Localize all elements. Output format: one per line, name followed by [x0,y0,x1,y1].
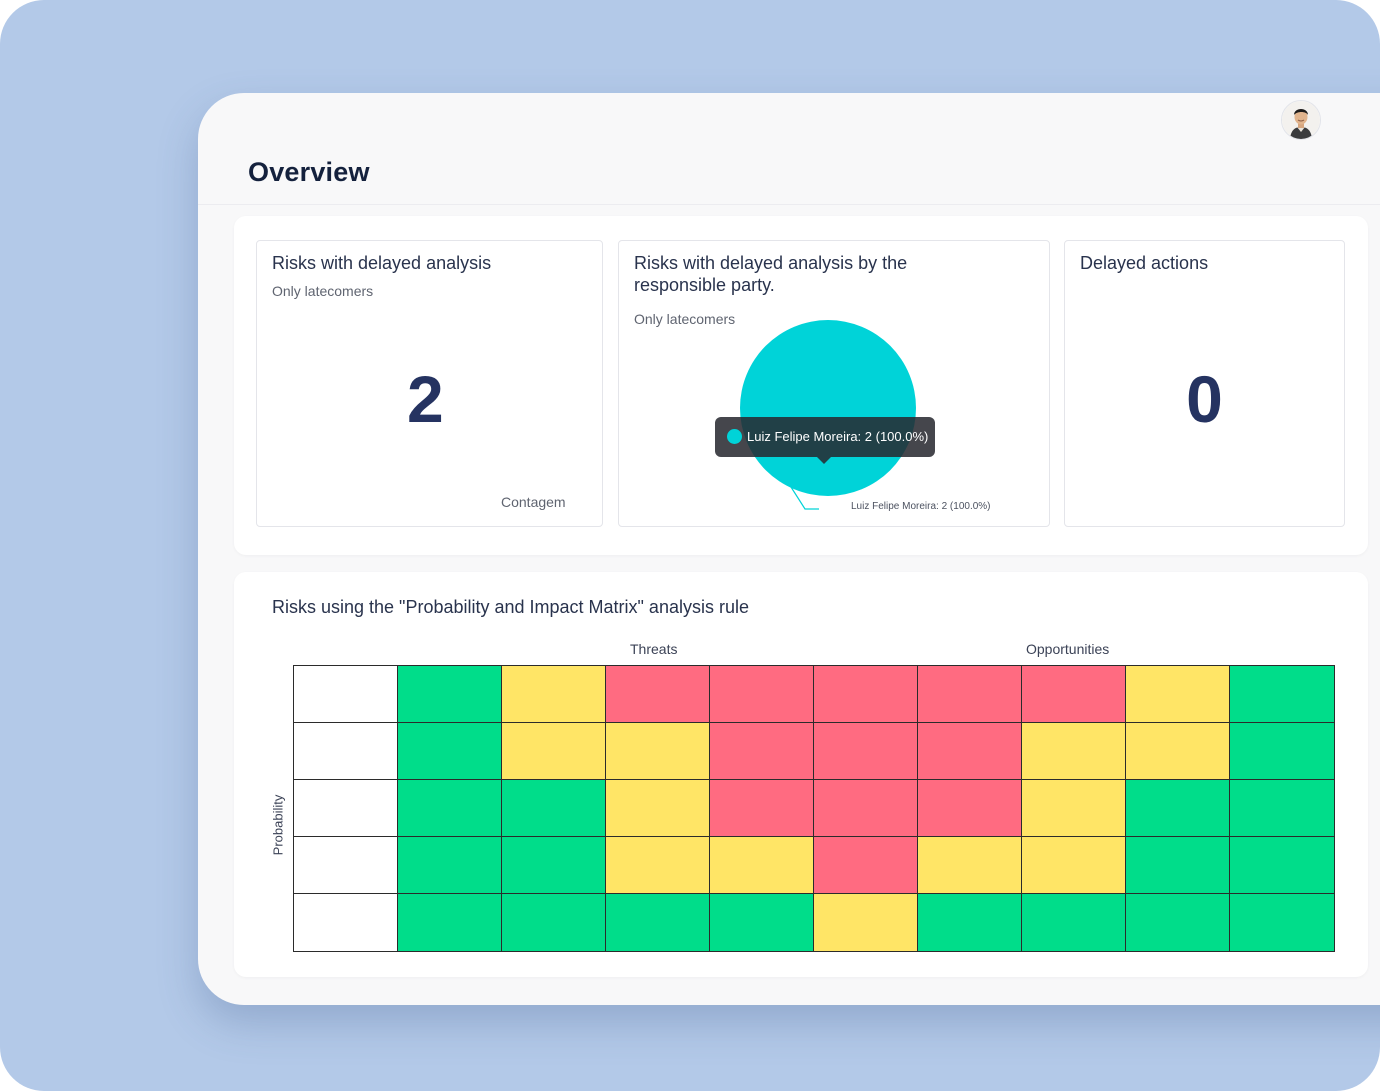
matrix-cell[interactable] [1126,666,1230,723]
matrix-cell[interactable] [502,666,606,723]
page-title: Overview [248,157,370,187]
tooltip-arrow [817,457,831,464]
matrix-cell[interactable] [814,666,918,723]
matrix-cell[interactable] [918,666,1022,723]
matrix-cell[interactable] [606,723,710,780]
user-avatar-image [1282,101,1320,139]
matrix-cell[interactable] [606,894,710,951]
probability-axis-label: Probability [270,794,286,856]
matrix-cell[interactable] [294,780,398,837]
threats-label: Threats [630,641,678,657]
matrix-cell[interactable] [1230,894,1334,951]
summary-panel: Risks with delayed analysis Only latecom… [234,216,1368,555]
header-divider [198,204,1380,205]
app-window: Overview Risks with delayed analysis Onl… [198,93,1380,1005]
matrix-cell[interactable] [1126,780,1230,837]
pie-slice[interactable] [740,320,916,496]
by-responsible-card: Risks with delayed analysis by the respo… [618,240,1050,527]
pie-chart-svg [740,320,916,510]
card-title: Delayed actions [1080,253,1209,273]
matrix-cell[interactable] [918,723,1022,780]
matrix-cell[interactable] [814,837,918,894]
pie-chart: Luiz Felipe Moreira: 2 (100.0%) Luiz Fel… [619,241,1051,528]
matrix-cell[interactable] [1126,723,1230,780]
delayed-analysis-count: 2 [407,362,444,436]
matrix-cell[interactable] [918,780,1022,837]
probability-impact-matrix [293,665,1335,952]
pie-slice-label: Luiz Felipe Moreira: 2 (100.0%) [851,501,991,512]
matrix-cell[interactable] [398,723,502,780]
matrix-cell[interactable] [1022,780,1126,837]
matrix-title: Risks using the "Probability and Impact … [272,597,749,617]
delayed-analysis-card: Risks with delayed analysis Only latecom… [256,240,603,527]
matrix-cell[interactable] [1230,837,1334,894]
matrix-cell[interactable] [502,723,606,780]
card-title: Risks with delayed analysis by the respo… [634,253,908,295]
matrix-cell[interactable] [814,780,918,837]
matrix-cell[interactable] [1230,666,1334,723]
matrix-cell[interactable] [502,780,606,837]
matrix-cell[interactable] [606,780,710,837]
card-subtitle: Only latecomers [634,311,736,327]
matrix-cell[interactable] [502,837,606,894]
matrix-cell[interactable] [1230,723,1334,780]
matrix-cell[interactable] [398,837,502,894]
matrix-cell[interactable] [814,723,918,780]
matrix-cell[interactable] [710,666,814,723]
count-label: Contagem [501,494,566,510]
card-title: Risks with delayed analysis [272,253,492,273]
matrix-panel: Risks using the "Probability and Impact … [234,572,1368,977]
delayed-actions-card: Delayed actions 0 [1064,240,1345,527]
matrix-cell[interactable] [1126,894,1230,951]
delayed-actions-count: 0 [1186,362,1223,436]
opportunities-label: Opportunities [1026,641,1110,657]
matrix-cell[interactable] [710,780,814,837]
chart-tooltip: Luiz Felipe Moreira: 2 (100.0%) [715,417,935,464]
matrix-cell[interactable] [294,894,398,951]
matrix-cell[interactable] [502,894,606,951]
matrix-cell[interactable] [398,666,502,723]
matrix-cell[interactable] [1022,666,1126,723]
matrix-cell[interactable] [814,894,918,951]
matrix-cell[interactable] [294,666,398,723]
pie-label-leader-line [790,486,819,510]
matrix-cell[interactable] [294,837,398,894]
matrix-cell[interactable] [398,894,502,951]
user-avatar[interactable] [1281,100,1321,140]
matrix-cell[interactable] [1126,837,1230,894]
matrix-cell[interactable] [918,894,1022,951]
matrix-cell[interactable] [710,723,814,780]
matrix-cell[interactable] [1022,837,1126,894]
matrix-cell[interactable] [606,837,710,894]
matrix-cell[interactable] [398,780,502,837]
matrix-cell[interactable] [918,837,1022,894]
matrix-cell[interactable] [710,894,814,951]
matrix-cell[interactable] [1230,780,1334,837]
matrix-cell[interactable] [710,837,814,894]
matrix-cell[interactable] [294,723,398,780]
card-subtitle: Only latecomers [272,283,374,299]
matrix-cell[interactable] [1022,723,1126,780]
tooltip-text: Luiz Felipe Moreira: 2 (100.0%) [747,429,929,444]
tooltip-swatch [727,429,742,444]
matrix-cell[interactable] [606,666,710,723]
matrix-cell[interactable] [1022,894,1126,951]
